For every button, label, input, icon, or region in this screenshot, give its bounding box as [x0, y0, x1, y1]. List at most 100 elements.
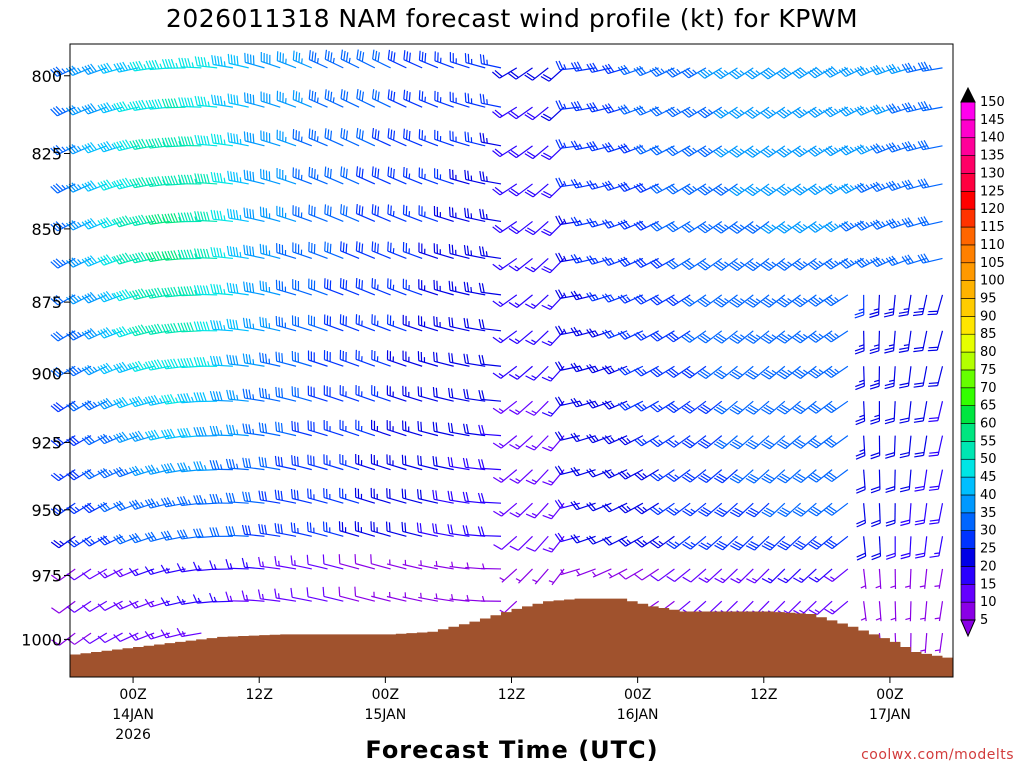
wind-barb	[307, 350, 328, 367]
wind-barb	[760, 330, 786, 344]
wind-barb	[760, 294, 786, 308]
wind-barb	[681, 330, 707, 343]
wind-barb	[633, 144, 659, 155]
wind-barb	[432, 456, 454, 471]
wind-barb	[634, 568, 659, 581]
wind-barb	[714, 535, 738, 551]
wind-barb	[777, 469, 801, 484]
colorbar-swatch	[960, 548, 976, 567]
wind-barb	[901, 102, 927, 113]
wind-barb	[729, 257, 754, 272]
wind-barb	[241, 524, 265, 537]
wind-barb	[479, 132, 502, 147]
wind-barb	[713, 183, 738, 196]
wind-barb	[210, 283, 233, 296]
wind-barb	[339, 314, 360, 332]
colorbar-swatch	[960, 566, 976, 585]
wind-barbs	[50, 49, 944, 654]
wind-barb	[713, 294, 738, 308]
wind-barb	[291, 420, 312, 437]
wind-barb	[324, 49, 344, 69]
wind-barb	[306, 587, 328, 602]
wind-barb	[433, 593, 454, 602]
wind-barb	[525, 400, 549, 416]
wind-barb	[823, 400, 849, 414]
wind-barb	[665, 365, 691, 378]
colorbar-label: 130	[980, 166, 1005, 181]
x-tick-label: 12Z	[498, 687, 525, 703]
colorbar-label: 90	[980, 309, 997, 324]
wind-barb	[308, 204, 328, 223]
wind-barb	[586, 292, 612, 302]
wind-barb	[339, 454, 360, 471]
wind-barb	[339, 385, 360, 402]
wind-barb	[570, 466, 596, 477]
wind-barb	[570, 326, 596, 337]
wind-barb	[890, 568, 897, 589]
wind-barb	[81, 535, 108, 547]
colorbar-label: 40	[980, 488, 997, 503]
wind-barb	[525, 502, 549, 519]
wind-barb	[81, 364, 108, 376]
wind-barb	[586, 535, 612, 545]
x-axis: 00Z 14JAN 2026 12Z 00Z 15JAN 12Z 00Z 16JAN 12Z 00Z…	[112, 677, 911, 743]
wind-barb	[97, 632, 123, 644]
wind-barb	[50, 365, 76, 378]
wind-barb	[177, 174, 202, 185]
y-tick-label: 950	[31, 501, 62, 520]
wind-barb	[860, 568, 867, 589]
wind-barb	[532, 568, 549, 585]
wind-barb	[508, 257, 533, 272]
wind-barb	[823, 435, 849, 448]
wind-barb	[160, 564, 186, 574]
wind-barb	[243, 169, 265, 185]
wind-barb	[259, 316, 281, 332]
wind-barb	[760, 220, 786, 234]
wind-barb	[665, 435, 691, 448]
wind-barb	[194, 134, 218, 147]
wind-barb	[713, 400, 738, 415]
wind-barb	[355, 204, 376, 223]
wind-barb	[290, 488, 312, 504]
wind-barb	[905, 601, 912, 622]
wind-barb	[854, 144, 880, 155]
wind-barb	[401, 454, 423, 471]
wind-barb	[324, 241, 344, 259]
wind-barb	[854, 330, 865, 355]
wind-barb	[601, 329, 628, 339]
wind-barb	[479, 93, 502, 108]
wind-barb	[617, 435, 644, 446]
wind-barb	[541, 221, 565, 237]
wind-barb	[433, 560, 454, 570]
colorbar-swatch	[960, 137, 976, 156]
wind-barb	[260, 91, 281, 108]
wind-barb	[97, 600, 123, 611]
colorbar-label: 135	[980, 149, 1005, 164]
wind-barb	[633, 105, 659, 116]
wind-barb	[870, 143, 896, 154]
wind-barb	[682, 535, 707, 550]
wind-barb	[129, 395, 155, 408]
wind-barb	[434, 129, 454, 147]
wind-barb	[777, 535, 801, 551]
wind-barb	[601, 365, 628, 375]
wind-barb	[508, 330, 533, 345]
colorbar-swatch	[960, 387, 976, 406]
colorbar-label: 15	[980, 577, 997, 592]
wind-barb	[50, 294, 76, 306]
wind-barb	[570, 61, 596, 72]
wind-barb	[823, 535, 849, 550]
wind-barb	[602, 400, 628, 410]
wind-barb	[370, 454, 391, 471]
colorbar-label: 45	[980, 470, 997, 485]
wind-barb	[402, 166, 423, 185]
wind-barb	[66, 600, 92, 613]
wind-barb	[386, 350, 407, 367]
wind-barb	[129, 60, 155, 72]
wind-barb	[387, 166, 407, 185]
wind-barb	[928, 469, 944, 491]
wind-barb	[416, 489, 439, 504]
wind-barb	[898, 330, 912, 353]
wind-barb	[807, 257, 833, 271]
wind-barb	[463, 423, 486, 437]
